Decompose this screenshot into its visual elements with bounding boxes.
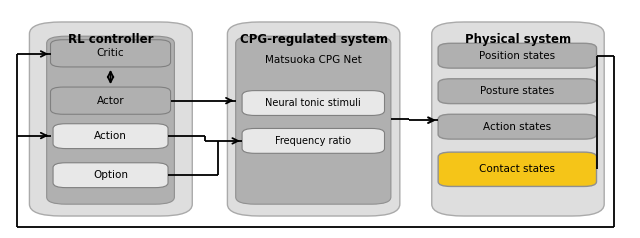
- FancyBboxPatch shape: [47, 36, 174, 204]
- Text: RL controller: RL controller: [68, 33, 154, 46]
- Text: Critic: Critic: [97, 48, 124, 58]
- Text: Position states: Position states: [479, 51, 556, 61]
- FancyBboxPatch shape: [242, 91, 385, 115]
- FancyBboxPatch shape: [53, 124, 168, 149]
- Text: Neural tonic stimuli: Neural tonic stimuli: [266, 98, 361, 108]
- FancyBboxPatch shape: [438, 114, 596, 139]
- FancyBboxPatch shape: [242, 129, 385, 153]
- FancyBboxPatch shape: [29, 22, 192, 216]
- FancyBboxPatch shape: [236, 36, 391, 204]
- Text: Actor: Actor: [97, 96, 124, 106]
- FancyBboxPatch shape: [438, 43, 596, 68]
- FancyBboxPatch shape: [438, 79, 596, 104]
- Text: Action: Action: [94, 131, 127, 141]
- Text: CPG-regulated system: CPG-regulated system: [239, 33, 388, 46]
- Text: Action states: Action states: [483, 122, 552, 132]
- FancyBboxPatch shape: [51, 87, 171, 114]
- FancyBboxPatch shape: [438, 152, 596, 186]
- Text: Contact states: Contact states: [479, 164, 556, 174]
- Text: Posture states: Posture states: [480, 86, 554, 96]
- Text: Option: Option: [93, 170, 128, 180]
- FancyBboxPatch shape: [432, 22, 604, 216]
- Text: Frequency ratio: Frequency ratio: [275, 136, 351, 146]
- FancyBboxPatch shape: [51, 40, 171, 67]
- FancyBboxPatch shape: [227, 22, 400, 216]
- FancyBboxPatch shape: [53, 163, 168, 188]
- Text: Matsuoka CPG Net: Matsuoka CPG Net: [265, 55, 362, 65]
- Text: Physical system: Physical system: [465, 33, 571, 46]
